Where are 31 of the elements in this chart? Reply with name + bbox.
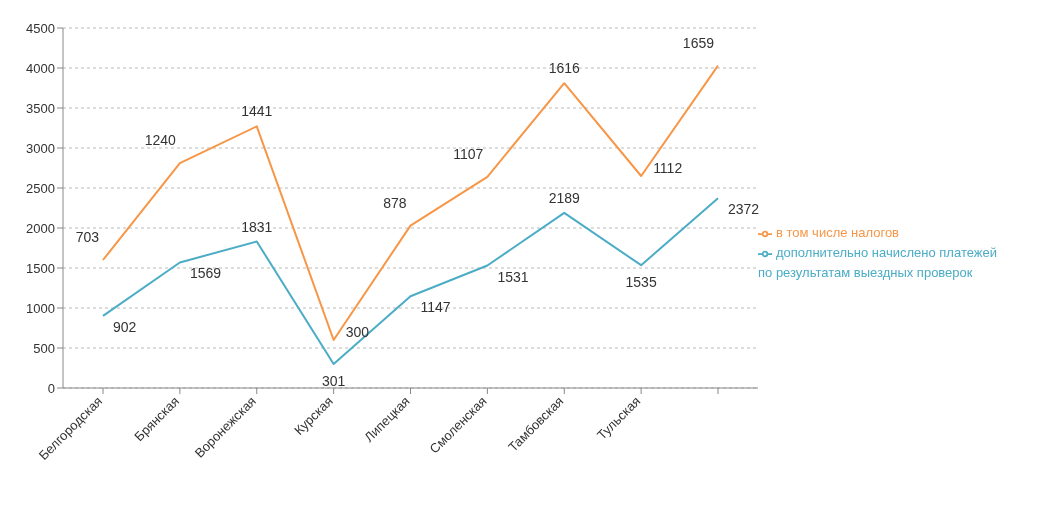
y-tick-label: 3000	[26, 140, 55, 156]
y-tick-label: 3500	[26, 100, 55, 116]
data-label: 1535	[625, 274, 657, 291]
data-label: 1531	[497, 268, 529, 285]
annotation: 1441	[241, 103, 273, 120]
legend-label: в том числе налогов	[776, 225, 900, 240]
annotation: 1616	[548, 60, 581, 77]
legend-label: дополнительно начислено платежей по результатам выездных проверок	[758, 245, 997, 280]
data-label: 902	[113, 318, 137, 335]
annotation: 1112	[653, 160, 683, 176]
annotation: 703	[75, 229, 100, 245]
line-series	[102, 64, 719, 341]
data-label: 2189	[548, 189, 581, 206]
y-tick-label: 0	[47, 380, 55, 396]
annotation: 1659	[682, 34, 715, 51]
data-label: 301	[321, 372, 346, 389]
data-label: 2372	[728, 201, 760, 218]
y-tick-label: 4500	[26, 20, 55, 36]
data-label: 1831	[241, 218, 273, 235]
y-tick-label: 1000	[26, 300, 55, 316]
annotation: 300	[345, 324, 370, 340]
y-tick-label: 4000	[26, 60, 55, 76]
annotation: 878	[383, 194, 407, 211]
data-label: 1569	[189, 265, 222, 282]
annotation: 1107	[453, 145, 484, 162]
y-tick-label: 500	[33, 340, 55, 356]
annotation: 1240	[144, 132, 177, 149]
y-tick-label: 2000	[26, 220, 55, 236]
data-label: 1147	[420, 299, 451, 316]
y-tick-label: 2500	[26, 180, 55, 196]
y-tick-label: 1500	[26, 260, 55, 276]
